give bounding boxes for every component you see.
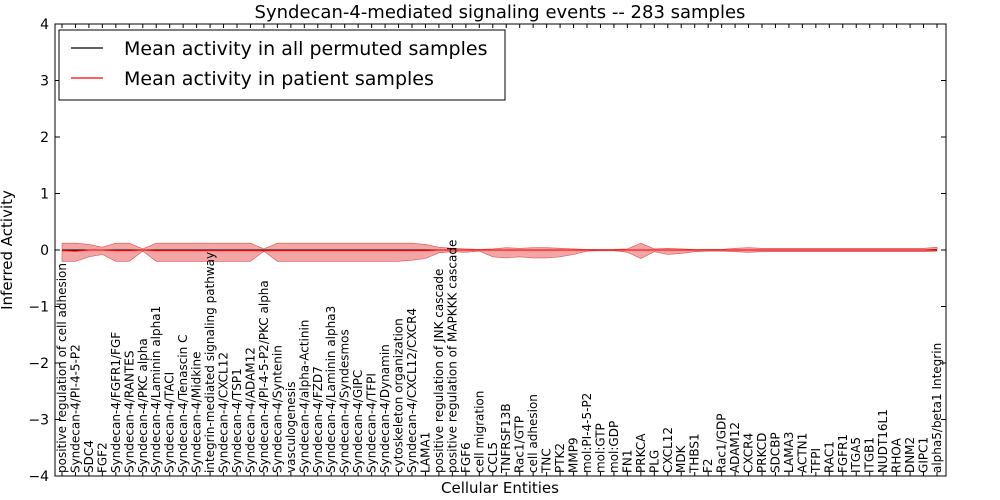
x-category-label: TNFRSF13B [499, 403, 513, 474]
x-category-label: FGF6 [459, 442, 473, 473]
x-category-label: DNM2 [903, 437, 917, 473]
x-category-label: ACTN1 [795, 433, 809, 473]
x-category-label: alpha5/beta1 Integrin [930, 343, 944, 473]
x-category-label: GIPC1 [917, 437, 931, 473]
x-category-label: SDC4 [82, 440, 96, 473]
x-category-label: Rac1/GTP [513, 416, 527, 473]
y-tick-label: −2 [28, 356, 49, 372]
x-category-label: mol:GDP [607, 421, 621, 473]
x-category-label: ITGA5 [849, 437, 863, 473]
legend-box [58, 29, 506, 101]
x-category-label: ADAM12 [728, 422, 742, 473]
y-tick-label: 4 [40, 17, 49, 33]
x-category-label: Syndecan-4/Syndesmos [338, 329, 352, 473]
x-category-label: NUDT16L1 [876, 409, 890, 473]
x-category-label: positive regulation of cell adhesion [55, 263, 69, 473]
x-category-label: Syndecan-4/FGFR1/FGF [109, 332, 123, 473]
x-category-label: Syndecan-4/RANTES [122, 351, 136, 473]
x-category-label: Syndecan-4/Laminin alpha3 [324, 306, 338, 473]
x-category-label: THBS1 [688, 433, 702, 474]
x-category-label: PLG [647, 450, 661, 473]
x-category-label: Syndecan-4/Laminin alpha1 [149, 306, 163, 473]
legend: Mean activity in all permuted samples Me… [58, 29, 506, 101]
y-axis-title: Inferred Activity [0, 190, 16, 310]
x-category-label: cytoskeleton organization [392, 318, 406, 473]
x-category-label: CCL5 [486, 442, 500, 473]
x-category-label: Syndecan-4/alpha-Actinin [297, 320, 311, 473]
x-category-label: FN1 [620, 449, 634, 473]
x-category-label: mol:PI-4-5-P2 [580, 393, 594, 473]
x-category-label: TNC [540, 448, 554, 474]
x-category-label: vasculogenesis [284, 382, 298, 473]
x-category-label: ITGB1 [863, 437, 877, 473]
x-category-label: PRKCA [634, 433, 648, 473]
x-category-label: MDK [674, 444, 688, 473]
x-category-label: Syndecan-4/CXCL12/CXCR4 [405, 308, 419, 473]
legend-label-permuted: Mean activity in all permuted samples [124, 38, 487, 60]
x-category-label: Syndecan-4/Syntenin [270, 345, 284, 473]
x-axis-title: Cellular Entities [441, 479, 559, 497]
x-category-label: cell adhesion [526, 394, 540, 473]
x-category-label: Syndecan-4/TFPI [365, 373, 379, 473]
x-category-label: positive regulation of MAPKKK cascade [445, 240, 459, 473]
y-tick-label: 1 [40, 187, 49, 203]
x-category-label: integrin-mediated signaling pathway [203, 252, 217, 473]
x-category-label: Syndecan-4/Midkine [190, 352, 204, 473]
x-category-label: CXCL12 [661, 427, 675, 473]
x-category-label: Syndecan-4/CXCL12 [217, 352, 231, 473]
x-category-label: RAC1 [822, 441, 836, 473]
y-tick-label: −1 [28, 300, 49, 316]
x-category-label: cell migration [472, 391, 486, 473]
x-category-label: Rac1/GDP [715, 414, 729, 473]
x-category-label: Syndecan-4/Tenascin C [176, 335, 190, 474]
x-category-label: Syndecan-4/ADAM12 [244, 347, 258, 473]
x-category-label: FGF2 [95, 442, 109, 473]
x-category-label: Syndecan-4/Dynamin [378, 344, 392, 473]
x-category-label: SDCBP [769, 432, 783, 473]
y-tick-label: 0 [40, 243, 49, 259]
x-category-label: PRKCD [755, 433, 769, 473]
series-line-patient [61, 248, 938, 252]
x-category-label: FGFR1 [836, 434, 850, 473]
x-category-label: MMP9 [567, 437, 581, 473]
x-category-label: mol:GTP [594, 423, 608, 473]
x-category-label: positive regulation of JNK cascade [432, 269, 446, 473]
x-category-label: Syndecan-4/TACI [163, 372, 177, 473]
y-tick-label: 2 [40, 130, 49, 146]
y-tick-label: −4 [28, 469, 49, 485]
x-category-label: CXCR4 [742, 433, 756, 473]
chart-title: Syndecan-4-mediated signaling events -- … [255, 2, 746, 23]
x-category-label: Syndecan-4/PI-4-5-P2/PKC alpha [257, 280, 271, 473]
x-category-label: Syndecan-4/TSP1 [230, 368, 244, 473]
x-category-label: Syndecan-4/PI-4-5-P2 [69, 344, 83, 473]
x-category-label: TFPI [809, 448, 823, 474]
patient-band [61, 242, 938, 262]
y-tick-label: −3 [28, 413, 49, 429]
x-category-label: RHOA [890, 437, 904, 473]
x-category-label: LAMA3 [782, 432, 796, 473]
x-category-label: LAMA1 [419, 432, 433, 473]
x-category-label: PTK2 [553, 443, 567, 473]
x-category-label: F2 [701, 458, 715, 473]
plot-area: −4 −3 −2 −1 0 1 2 3 4 positive regulation of cell… [28, 17, 946, 485]
x-category-label: Syndecan-4/PKC alpha [136, 338, 150, 473]
x-category-label: Syndecan-4/FZD7 [311, 366, 325, 473]
x-category-label: Syndecan-4/GIPC [351, 370, 365, 473]
y-tick-label: 3 [40, 74, 49, 90]
plot-frame [54, 23, 947, 477]
legend-label-patient: Mean activity in patient samples [124, 68, 434, 90]
